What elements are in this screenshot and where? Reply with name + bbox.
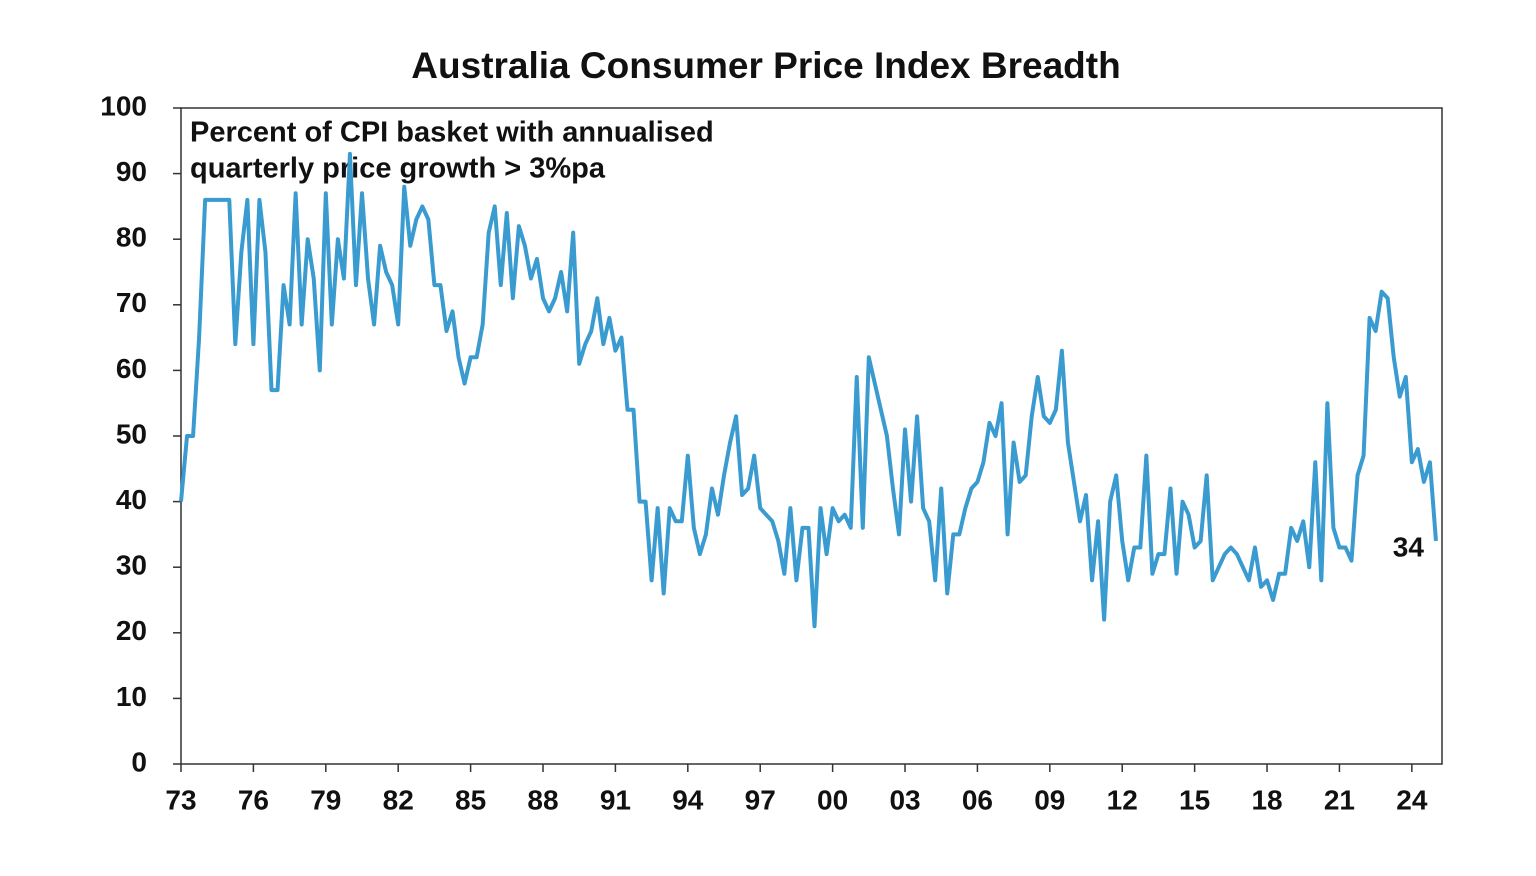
x-tick-label: 91 — [600, 784, 631, 815]
y-tick-label: 90 — [116, 156, 147, 187]
subtitle: quarterly price growth > 3%pa — [190, 153, 606, 185]
x-tick-label: 15 — [1179, 784, 1210, 815]
x-tick-label: 97 — [745, 784, 776, 815]
x-tick-label: 76 — [238, 784, 269, 815]
x-tick-label: 06 — [962, 784, 993, 815]
x-tick-label: 79 — [310, 784, 341, 815]
y-tick-label: 0 — [131, 746, 147, 777]
x-tick-label: 82 — [383, 784, 414, 815]
chart-title: Australia Consumer Price Index Breadth — [411, 45, 1120, 86]
x-tick-label: 21 — [1324, 784, 1355, 815]
y-tick-label: 50 — [116, 418, 147, 449]
x-tick-label: 00 — [817, 784, 848, 815]
y-tick-label: 100 — [100, 90, 147, 121]
end-value-label: 34 — [1393, 531, 1425, 562]
x-tick-label: 85 — [455, 784, 486, 815]
x-tick-label: 03 — [889, 784, 920, 815]
x-tick-label: 73 — [165, 784, 196, 815]
plot-area — [180, 107, 1443, 765]
y-tick-label: 60 — [116, 353, 147, 384]
y-tick-label: 10 — [116, 681, 147, 712]
y-tick-label: 40 — [116, 484, 147, 515]
y-tick-label: 80 — [116, 222, 147, 253]
x-tick-label: 12 — [1107, 784, 1138, 815]
subtitle: Percent of CPI basket with annualised — [190, 117, 714, 149]
x-tick-label: 24 — [1396, 784, 1428, 815]
y-tick-label: 30 — [116, 550, 147, 581]
y-tick-label: 20 — [116, 615, 147, 646]
y-tick-label: 70 — [116, 287, 147, 318]
data-line — [179, 151, 1438, 629]
x-tick-label: 09 — [1034, 784, 1065, 815]
x-tick-label: 94 — [672, 784, 704, 815]
x-tick-label: 88 — [527, 784, 558, 815]
x-tick-label: 18 — [1251, 784, 1282, 815]
